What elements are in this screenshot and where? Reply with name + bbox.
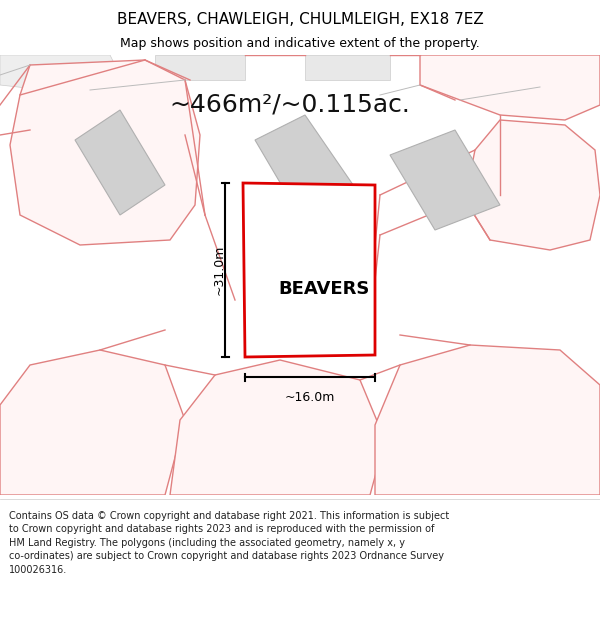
Polygon shape (170, 360, 385, 495)
Polygon shape (0, 55, 120, 95)
Polygon shape (75, 110, 165, 215)
Text: BEAVERS, CHAWLEIGH, CHULMLEIGH, EX18 7EZ: BEAVERS, CHAWLEIGH, CHULMLEIGH, EX18 7EZ (116, 12, 484, 27)
Polygon shape (0, 350, 185, 495)
Polygon shape (465, 120, 600, 250)
Text: ~466m²/~0.115ac.: ~466m²/~0.115ac. (170, 93, 410, 117)
Polygon shape (243, 183, 375, 357)
Polygon shape (420, 55, 600, 120)
Polygon shape (10, 60, 200, 245)
Text: Map shows position and indicative extent of the property.: Map shows position and indicative extent… (120, 38, 480, 51)
Polygon shape (470, 55, 600, 87)
Text: ~16.0m: ~16.0m (285, 391, 335, 404)
Polygon shape (155, 55, 245, 80)
Polygon shape (305, 55, 390, 80)
Text: BEAVERS: BEAVERS (278, 280, 370, 298)
Polygon shape (390, 130, 500, 230)
Polygon shape (375, 345, 600, 495)
Text: ~31.0m: ~31.0m (212, 245, 226, 295)
Text: Contains OS data © Crown copyright and database right 2021. This information is : Contains OS data © Crown copyright and d… (9, 511, 449, 575)
Polygon shape (255, 115, 360, 225)
